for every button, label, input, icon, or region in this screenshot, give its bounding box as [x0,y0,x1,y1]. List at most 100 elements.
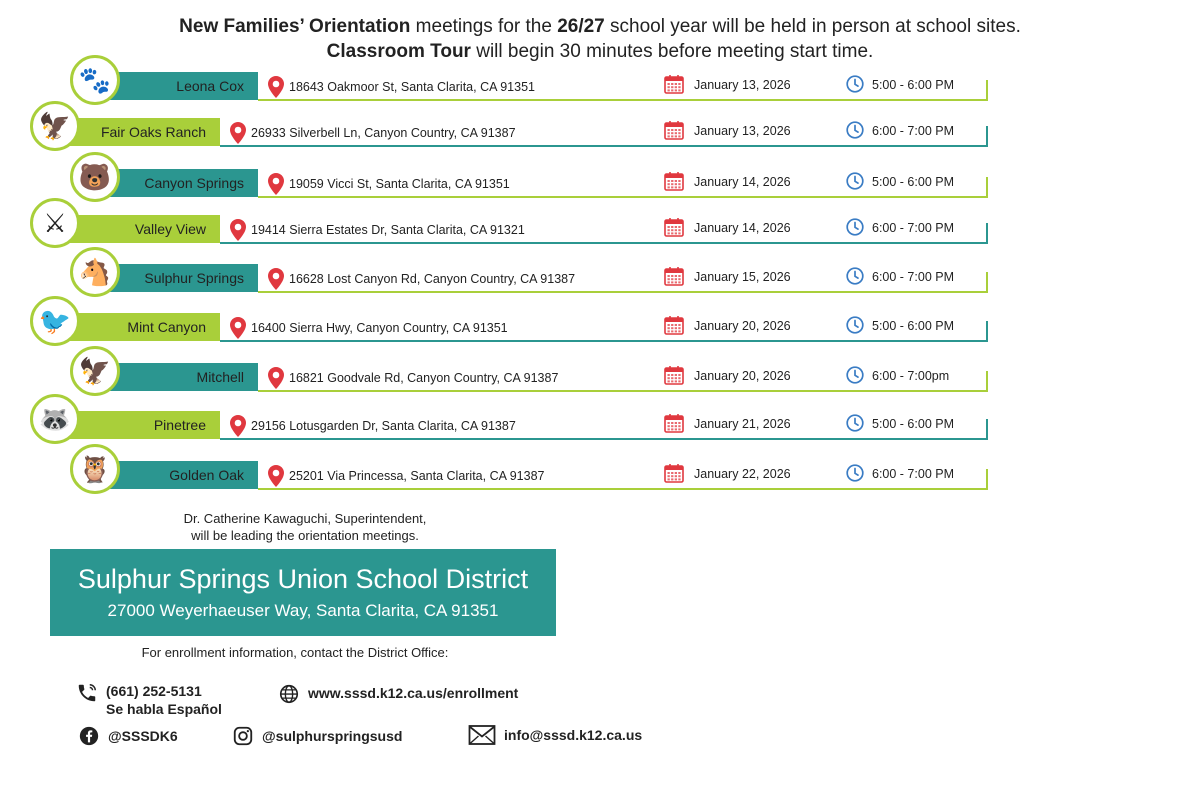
row-divider [220,438,988,440]
row-divider-end [986,80,988,100]
calendar-icon [664,217,684,237]
map-pin-icon [268,465,284,487]
school-row: Leona Cox 🐾 18643 Oakmoor St, Santa Clarit… [0,55,1200,105]
header-line-2: Classroom Tour will begin 30 minutes bef… [326,41,874,62]
phone-contact[interactable]: (661) 252-5131 Se habla Español [76,682,222,718]
header-line-1: New Families’ Orientation meetings for t… [179,16,1021,37]
map-pin-icon [230,122,246,144]
mustang-icon: 🐴 [70,247,120,297]
school-address: 19059 Vicci St, Santa Clarita, CA 91351 [289,177,510,191]
meeting-date: January 15, 2026 [694,270,791,284]
website-contact[interactable]: www.sssd.k12.ca.us/enrollment [278,683,518,705]
school-name: Leona Cox [95,72,258,100]
row-divider-end [986,223,988,243]
facebook-icon [79,726,99,746]
school-name: Canyon Springs [95,169,258,197]
instagram-icon [233,726,253,746]
row-divider [258,390,988,392]
school-address: 26933 Silverbell Ln, Canyon Country, CA … [251,126,516,140]
school-address: 19414 Sierra Estates Dr, Santa Clarita, … [251,223,525,237]
row-divider-end [986,272,988,292]
meeting-date: January 20, 2026 [694,319,791,333]
orientation-header: New Families’ Orientation meetings for t… [0,14,1200,64]
school-row: Valley View ⚔ 19414 Sierra Estates Dr, San… [0,198,1200,248]
map-pin-icon [230,415,246,437]
clock-icon [846,464,864,482]
instagram-handle: @sulphurspringsusd [262,728,403,744]
meeting-time: 6:00 - 7:00 PM [872,221,954,235]
school-address: 25201 Via Princessa, Santa Clarita, CA 9… [289,469,545,483]
calendar-icon [664,171,684,191]
row-divider [258,196,988,198]
meeting-date: January 13, 2026 [694,78,791,92]
row-divider-end [986,371,988,391]
website-link[interactable]: www.sssd.k12.ca.us/enrollment [308,685,519,701]
school-address: 18643 Oakmoor St, Santa Clarita, CA 9135… [289,80,535,94]
cougar-icon: 🐾 [70,55,120,105]
school-row: Golden Oak 🦉 25201 Via Princessa, Santa Cl… [0,444,1200,494]
row-divider [258,291,988,293]
school-name: Mint Canyon [60,313,220,341]
eagle-icon: 🦅 [70,346,120,396]
instagram-contact[interactable]: @sulphurspringsusd [232,725,402,747]
row-divider-end [986,469,988,489]
district-name: Sulphur Springs Union School District [77,564,529,594]
row-divider-end [986,126,988,146]
meeting-date: January 14, 2026 [694,175,791,189]
school-row: Sulphur Springs 🐴 16628 Lost Canyon Rd, Ca… [0,247,1200,297]
enrollment-note: For enrollment information, contact the … [141,645,449,660]
schedule-list: Leona Cox 🐾 18643 Oakmoor St, Santa Clarit… [0,55,1200,494]
raccoon-icon: 🦝 [30,394,80,444]
school-row: Mint Canyon 🐦 16400 Sierra Hwy, Canyon Cou… [0,296,1200,346]
map-pin-icon [268,173,284,195]
meeting-date: January 22, 2026 [694,467,791,481]
map-pin-icon [268,76,284,98]
clock-icon [846,316,864,334]
meeting-time: 6:00 - 7:00pm [872,369,950,383]
clock-icon [846,414,864,432]
meeting-time: 6:00 - 7:00 PM [872,270,954,284]
school-name: Fair Oaks Ranch [60,118,220,146]
calendar-icon [664,120,684,140]
row-divider [220,340,988,342]
calendar-icon [664,463,684,483]
school-name: Sulphur Springs [95,264,258,292]
calendar-icon [664,266,684,286]
email-address[interactable]: info@sssd.k12.ca.us [504,727,643,743]
phone-note: Se habla Español [106,701,222,717]
meeting-time: 5:00 - 6:00 PM [872,417,954,431]
school-name: Mitchell [95,363,258,391]
meeting-date: January 14, 2026 [694,221,791,235]
hawk-icon: 🦅 [30,101,80,151]
school-address: 29156 Lotusgarden Dr, Santa Clarita, CA … [251,419,516,433]
phone-icon [78,684,96,702]
superintendent-note: Dr. Catherine Kawaguchi, Superintendent,… [183,511,427,543]
row-divider [220,242,988,244]
facebook-contact[interactable]: @SSSDK6 [78,725,178,747]
clock-icon [846,366,864,384]
map-pin-icon [268,367,284,389]
row-divider [220,145,988,147]
meeting-date: January 21, 2026 [694,417,791,431]
clock-icon [846,172,864,190]
roadrunner-icon: 🐦 [30,296,80,346]
district-address: 27000 Weyerhaeuser Way, Santa Clarita, C… [107,601,499,620]
meeting-time: 5:00 - 6:00 PM [872,175,954,189]
map-pin-icon [268,268,284,290]
clock-icon [846,218,864,236]
district-banner: Sulphur Springs Union School District 27… [50,549,556,636]
row-divider-end [986,177,988,197]
clock-icon [846,75,864,93]
email-contact[interactable]: info@sssd.k12.ca.us [468,724,642,746]
school-row: Mitchell 🦅 16821 Goodvale Rd, Canyon Count… [0,346,1200,396]
clock-icon [846,267,864,285]
school-address: 16628 Lost Canyon Rd, Canyon Country, CA… [289,272,576,286]
facebook-handle: @SSSDK6 [108,728,178,744]
school-row: Canyon Springs 🐻 19059 Vicci St, Santa Cla… [0,152,1200,202]
school-name: Pinetree [60,411,220,439]
viking-icon: ⚔ [30,198,80,248]
meeting-time: 5:00 - 6:00 PM [872,319,954,333]
row-divider [258,488,988,490]
school-address: 16400 Sierra Hwy, Canyon Country, CA 913… [251,321,508,335]
bear-icon: 🐻 [70,152,120,202]
